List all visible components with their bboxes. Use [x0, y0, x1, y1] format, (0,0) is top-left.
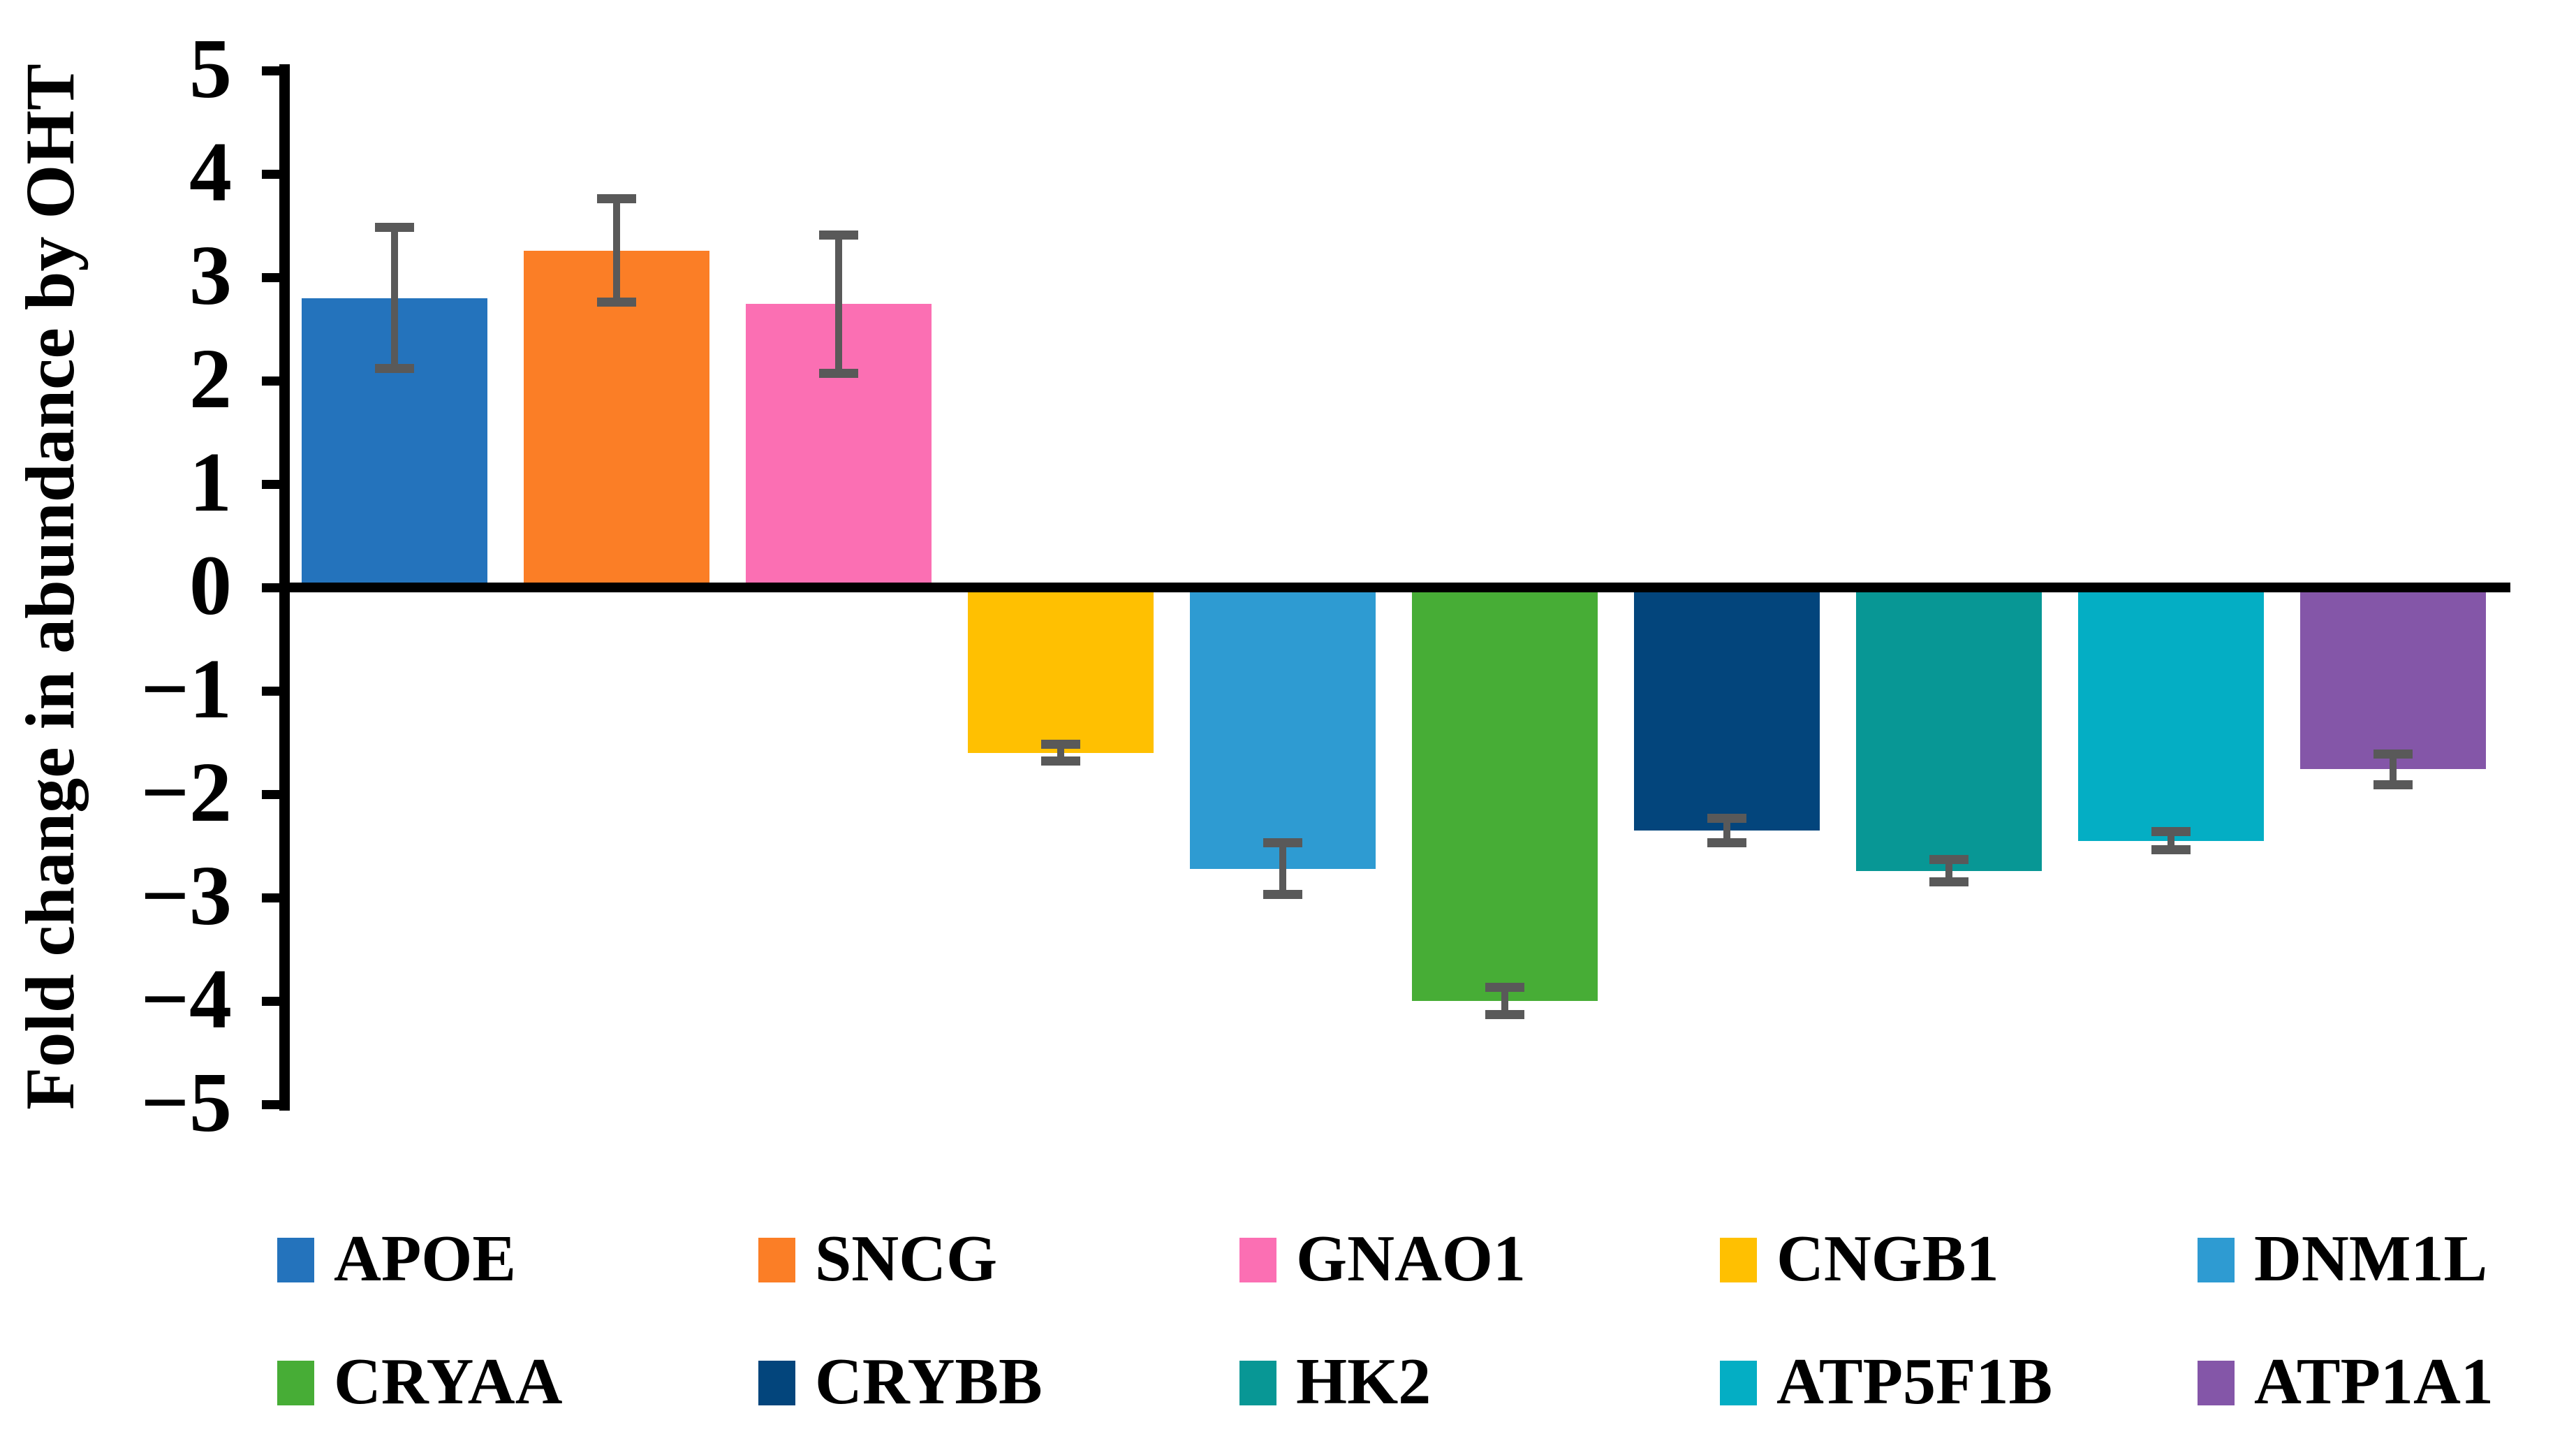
y-axis-tick-−3 — [262, 893, 279, 902]
error-bar-CNGB1-lower-cap — [1041, 756, 1080, 766]
y-axis-tick-−2 — [262, 789, 279, 799]
error-bar-DNM1L-lower-cap — [1263, 890, 1302, 900]
error-bar-ATP1A1-lower-cap — [2373, 780, 2413, 790]
y-axis-tick-2 — [262, 376, 279, 386]
legend-label-GNAO1: GNAO1 — [1296, 1222, 1526, 1295]
error-bar-GNAO1-upper-cap — [819, 230, 858, 240]
y-axis-tick-label-1: 1 — [189, 435, 232, 529]
y-axis-tick-label-−1: −1 — [140, 642, 232, 736]
error-bar-APOE-upper-cap — [375, 223, 414, 233]
error-bar-ATP5F1B-lower-cap — [2151, 845, 2191, 855]
y-axis-tick-0 — [262, 583, 279, 592]
legend-swatch-CRYBB — [758, 1361, 795, 1405]
error-bar-GNAO1-lower-cap — [819, 369, 858, 379]
y-axis-tick-−1 — [262, 686, 279, 696]
y-axis-tick-4 — [262, 169, 279, 179]
error-bar-DNM1L-line — [1279, 842, 1286, 895]
bar-CRYBB — [1634, 587, 1820, 831]
y-axis-tick-label-4: 4 — [189, 125, 232, 219]
legend-label-CNGB1: CNGB1 — [1776, 1222, 1999, 1295]
error-bar-HK2-line — [1945, 859, 1952, 882]
legend-label-CRYBB: CRYBB — [815, 1345, 1043, 1418]
error-bar-CRYAA-line — [1501, 987, 1508, 1015]
error-bar-HK2-lower-cap — [1929, 877, 1968, 887]
legend-swatch-ATP1A1 — [2198, 1361, 2235, 1405]
error-bar-CNGB1-line — [1057, 744, 1064, 761]
y-axis-tick-label-5: 5 — [189, 22, 232, 116]
legend-label-SNCG: SNCG — [815, 1222, 998, 1295]
y-axis-tick-−4 — [262, 996, 279, 1006]
error-bar-CRYAA-lower-cap — [1485, 1009, 1524, 1019]
bar-ATP5F1B — [2078, 587, 2264, 841]
error-bar-GNAO1-line — [835, 235, 842, 374]
error-bar-CRYAA-upper-cap — [1485, 983, 1524, 993]
bar-HK2 — [1856, 587, 2042, 871]
error-bar-SNCG-line — [613, 198, 620, 302]
y-axis-tick-label-2: 2 — [189, 332, 232, 426]
error-bar-SNCG-upper-cap — [597, 194, 636, 204]
legend-swatch-GNAO1 — [1239, 1238, 1276, 1282]
bar-DNM1L — [1190, 587, 1376, 869]
error-bar-ATP1A1-line — [2390, 754, 2397, 785]
error-bar-ATP5F1B-upper-cap — [2151, 826, 2191, 836]
y-axis-tick-label-−4: −4 — [140, 952, 232, 1046]
error-bar-APOE-line — [391, 227, 398, 369]
y-axis-tick-1 — [262, 479, 279, 489]
legend-label-CRYAA: CRYAA — [334, 1345, 563, 1418]
y-axis-tick-5 — [262, 66, 279, 75]
error-bar-APOE-lower-cap — [375, 363, 414, 373]
legend-swatch-APOE — [277, 1238, 314, 1282]
legend-swatch-HK2 — [1239, 1361, 1276, 1405]
legend-label-HK2: HK2 — [1296, 1345, 1431, 1418]
error-bar-CRYBB-upper-cap — [1707, 813, 1746, 823]
legend-swatch-DNM1L — [2198, 1238, 2235, 1282]
y-axis-tick-label-−3: −3 — [140, 849, 232, 943]
y-axis-tick-label-3: 3 — [189, 228, 232, 323]
legend-label-ATP1A1: ATP1A1 — [2254, 1345, 2494, 1418]
bar-CNGB1 — [968, 587, 1154, 753]
error-bar-SNCG-lower-cap — [597, 298, 636, 307]
y-axis-tick-−5 — [262, 1099, 279, 1109]
error-bar-CRYBB-line — [1723, 818, 1730, 843]
bar-CRYAA — [1412, 587, 1598, 1001]
error-bar-HK2-upper-cap — [1929, 854, 1968, 864]
y-axis-tick-3 — [262, 272, 279, 282]
error-bar-CNGB1-upper-cap — [1041, 740, 1080, 749]
bar-ATP1A1 — [2300, 587, 2486, 770]
y-axis-tick-label-−5: −5 — [140, 1055, 232, 1150]
legend-swatch-ATP5F1B — [1720, 1361, 1757, 1405]
y-axis-tick-label-−2: −2 — [140, 745, 232, 840]
legend-swatch-SNCG — [758, 1238, 795, 1282]
legend-swatch-CRYAA — [277, 1361, 314, 1405]
error-bar-DNM1L-upper-cap — [1263, 838, 1302, 848]
y-axis-tick-label-0: 0 — [189, 539, 232, 633]
legend-label-ATP5F1B: ATP5F1B — [1776, 1345, 2053, 1418]
legend-label-DNM1L: DNM1L — [2254, 1222, 2488, 1295]
error-bar-CRYBB-lower-cap — [1707, 838, 1746, 848]
x-axis-line — [279, 583, 2510, 592]
legend-swatch-CNGB1 — [1720, 1238, 1757, 1282]
error-bar-ATP1A1-upper-cap — [2373, 749, 2413, 759]
legend-label-APOE: APOE — [334, 1222, 517, 1295]
error-bar-ATP5F1B-line — [2167, 831, 2174, 850]
